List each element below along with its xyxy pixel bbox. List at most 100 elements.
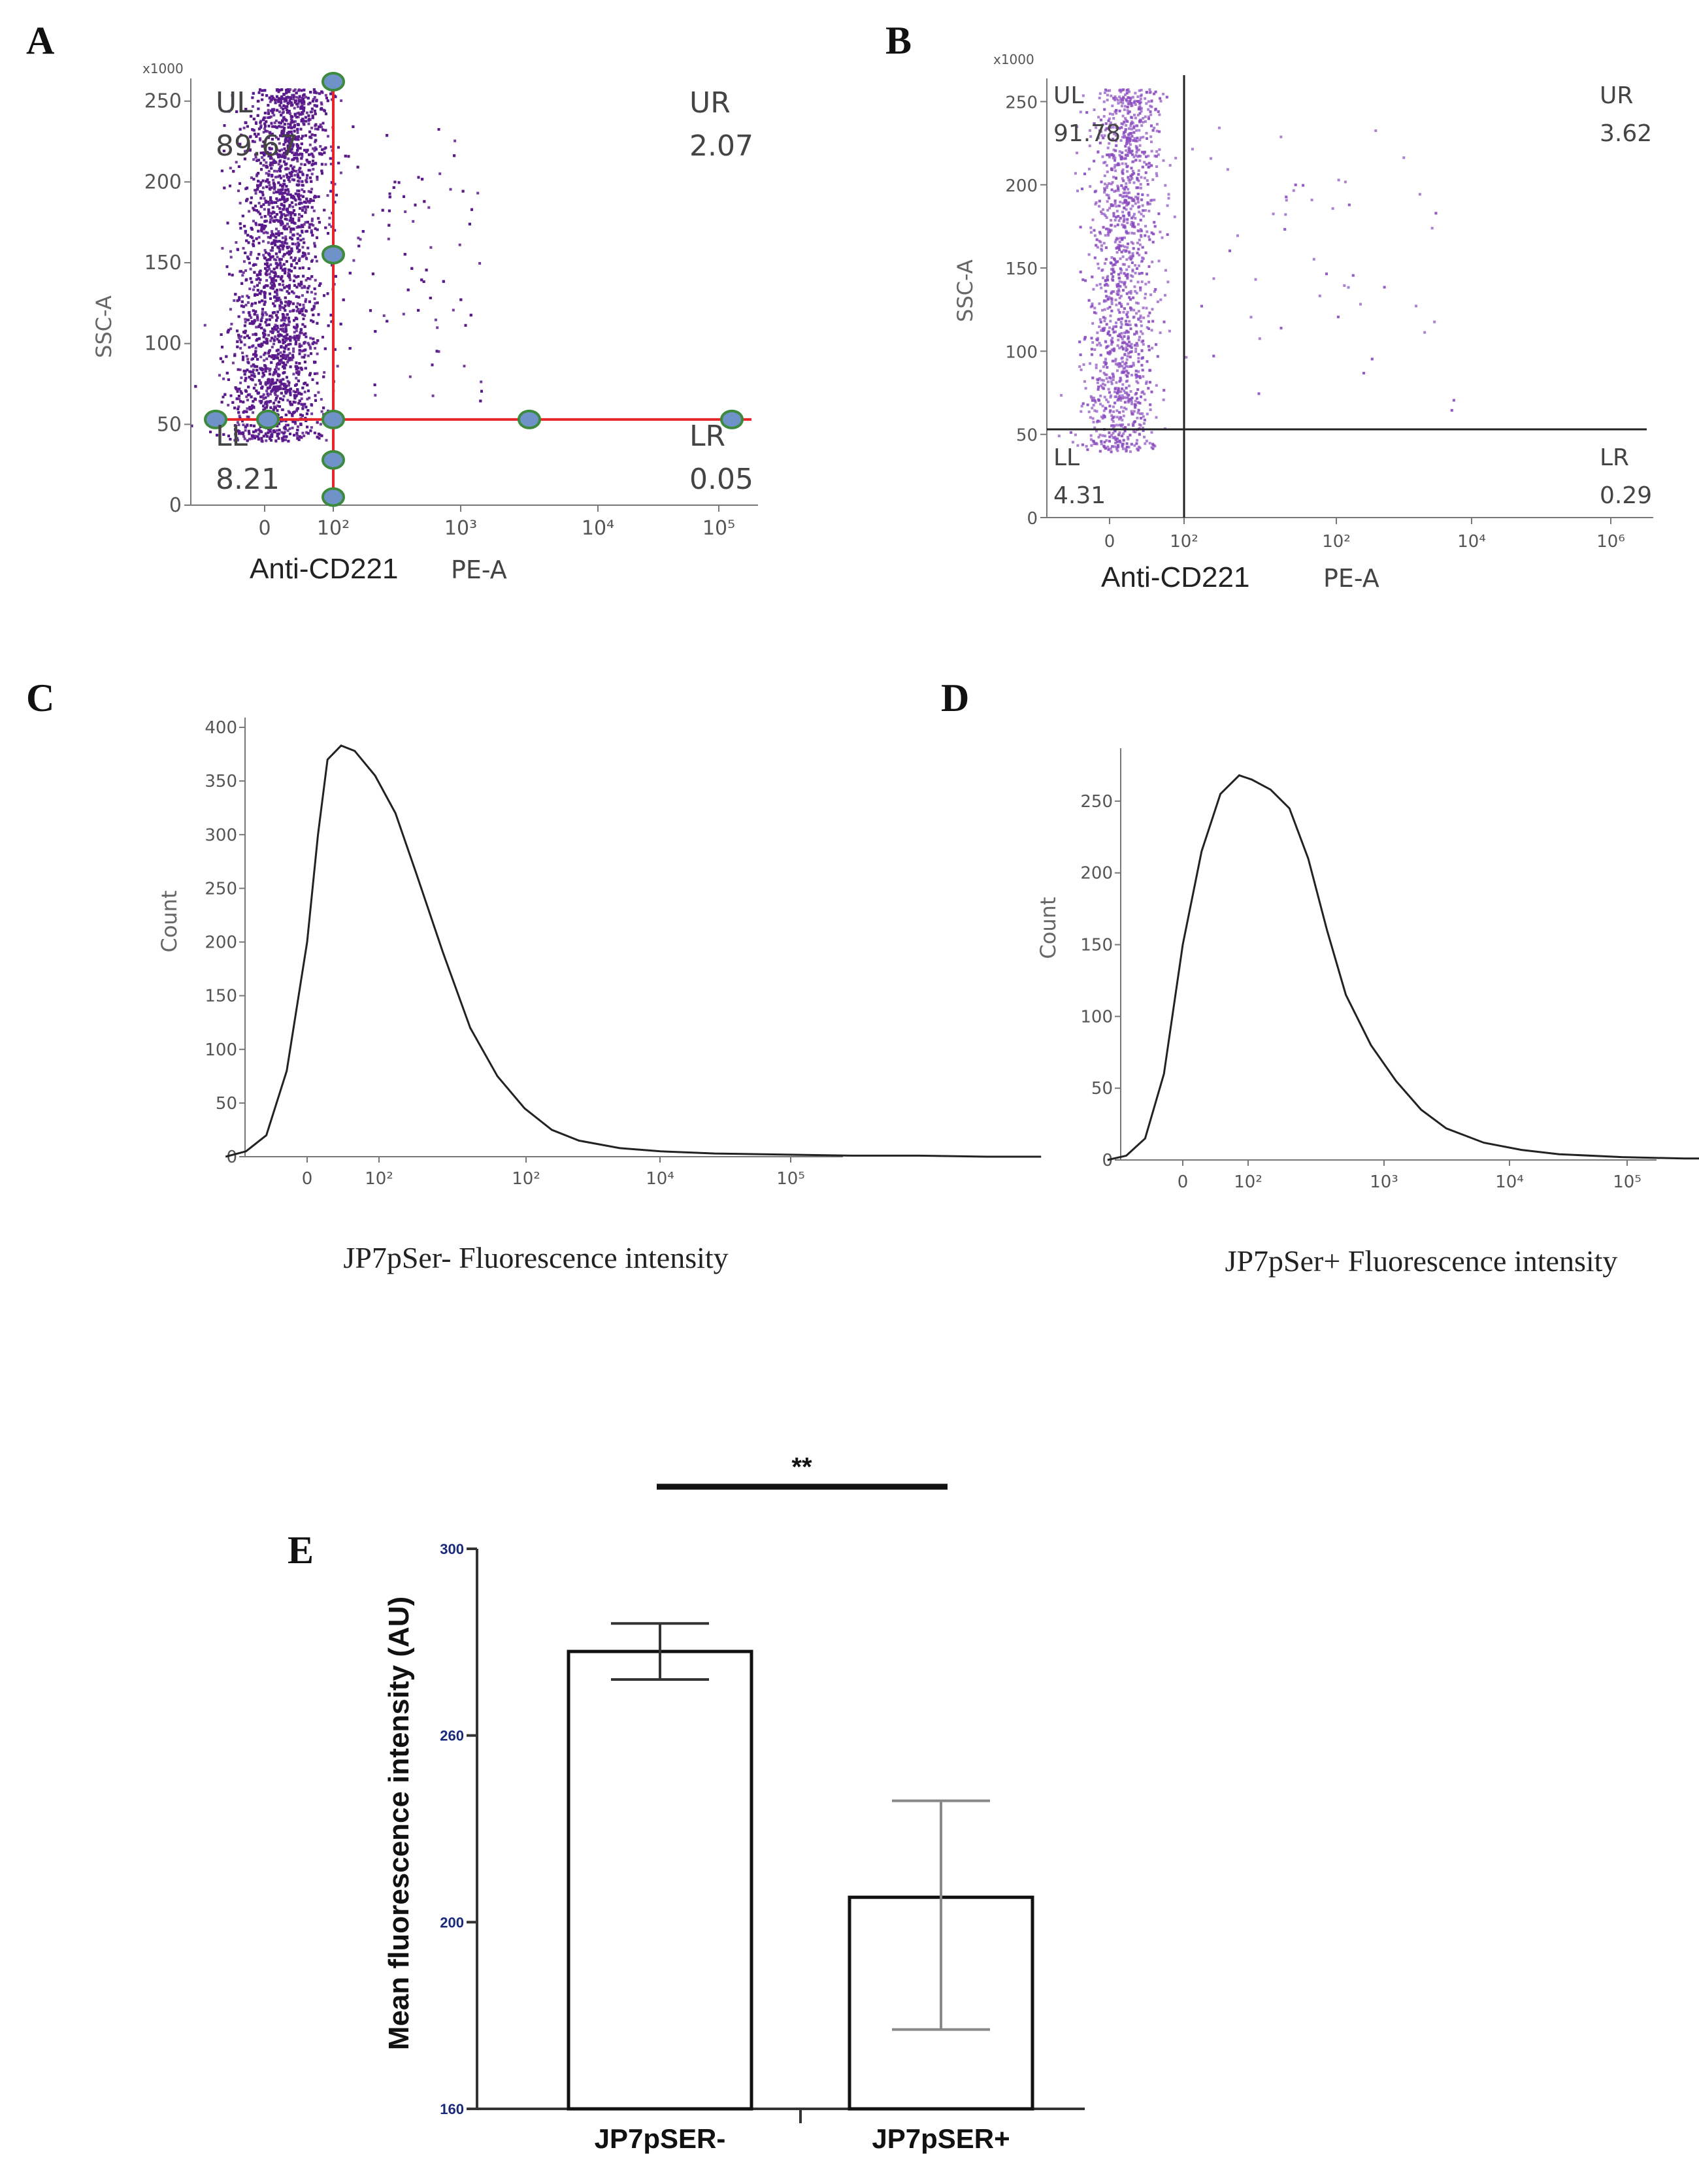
data-point: [293, 397, 297, 400]
data-point: [283, 183, 286, 186]
data-point: [279, 134, 282, 137]
data-point: [280, 88, 284, 91]
data-point: [289, 342, 292, 346]
data-point: [247, 311, 250, 314]
data-point: [267, 136, 270, 139]
data-point: [293, 100, 297, 103]
data-point: [314, 146, 317, 149]
data-point: [295, 95, 298, 99]
data-point: [313, 196, 316, 199]
data-point: [283, 127, 286, 130]
data-point: [248, 210, 251, 213]
data-point: [275, 136, 278, 139]
data-point: [229, 394, 233, 397]
data-point: [257, 325, 261, 329]
data-point: [269, 157, 272, 160]
data-point: [322, 128, 325, 131]
data-point: [288, 175, 291, 178]
data-point: [303, 333, 306, 336]
data-point: [468, 222, 471, 225]
data-point: [264, 129, 267, 133]
data-point: [322, 406, 325, 410]
data-point: [250, 437, 254, 440]
data-point: [267, 104, 270, 107]
data-point: [282, 355, 285, 358]
data-point: [265, 381, 267, 384]
data-point: [277, 163, 280, 166]
data-point: [296, 388, 299, 391]
data-point: [314, 302, 317, 305]
data-point: [261, 299, 264, 303]
data-point: [297, 219, 301, 222]
data-point: [289, 269, 293, 273]
data-point: [297, 116, 300, 118]
data-point: [271, 354, 274, 357]
data-point: [239, 381, 242, 384]
data-point: [288, 389, 291, 392]
data-point: [243, 225, 246, 228]
data-point: [302, 318, 305, 320]
data-point: [314, 127, 317, 131]
data-point: [269, 276, 272, 279]
data-point: [261, 371, 265, 374]
data-point: [327, 324, 330, 327]
data-point: [469, 314, 472, 317]
data-point: [277, 367, 280, 371]
data-point: [274, 125, 276, 128]
data-point: [257, 91, 261, 94]
data-point: [301, 266, 305, 269]
data-point: [299, 239, 303, 242]
data-point: [302, 94, 305, 97]
data-point: [295, 245, 299, 248]
data-point: [288, 136, 291, 139]
data-point: [322, 335, 324, 339]
data-point: [298, 248, 301, 252]
data-point: [255, 278, 258, 281]
data-point: [292, 196, 295, 199]
data-point: [288, 250, 291, 253]
data-point: [278, 190, 281, 193]
data-point: [320, 125, 323, 129]
data-point: [280, 101, 283, 104]
data-point: [320, 410, 323, 413]
data-point: [264, 433, 267, 436]
data-point: [260, 223, 263, 227]
data-point: [225, 265, 229, 269]
data-point: [285, 152, 288, 155]
data-point: [316, 322, 319, 325]
data-point: [320, 101, 323, 105]
data-point: [326, 292, 329, 295]
data-point: [312, 147, 315, 150]
data-point: [347, 155, 350, 158]
data-point: [267, 258, 270, 261]
data-point: [252, 178, 256, 181]
data-point: [242, 423, 245, 427]
data-point: [285, 91, 288, 95]
data-point: [229, 167, 232, 170]
data-point: [291, 220, 294, 223]
data-point: [283, 179, 286, 182]
data-point: [229, 308, 232, 311]
data-point: [414, 203, 417, 207]
data-point: [373, 383, 376, 386]
data-point: [286, 111, 289, 114]
data-point: [268, 273, 271, 276]
data-point: [259, 181, 263, 184]
data-point: [242, 126, 246, 129]
data-point: [295, 169, 298, 173]
data-point: [284, 363, 288, 367]
data-point: [281, 111, 284, 114]
data-point: [244, 379, 247, 382]
data-point: [311, 114, 314, 118]
data-point: [261, 310, 264, 314]
data-point: [293, 420, 297, 423]
data-point: [283, 286, 286, 290]
data-point: [276, 170, 279, 173]
data-point: [314, 134, 317, 137]
data-point: [463, 365, 466, 368]
data-point: [292, 95, 295, 99]
data-point: [289, 393, 292, 397]
data-point: [267, 112, 270, 115]
data-point: [293, 129, 296, 133]
data-point: [316, 352, 319, 356]
